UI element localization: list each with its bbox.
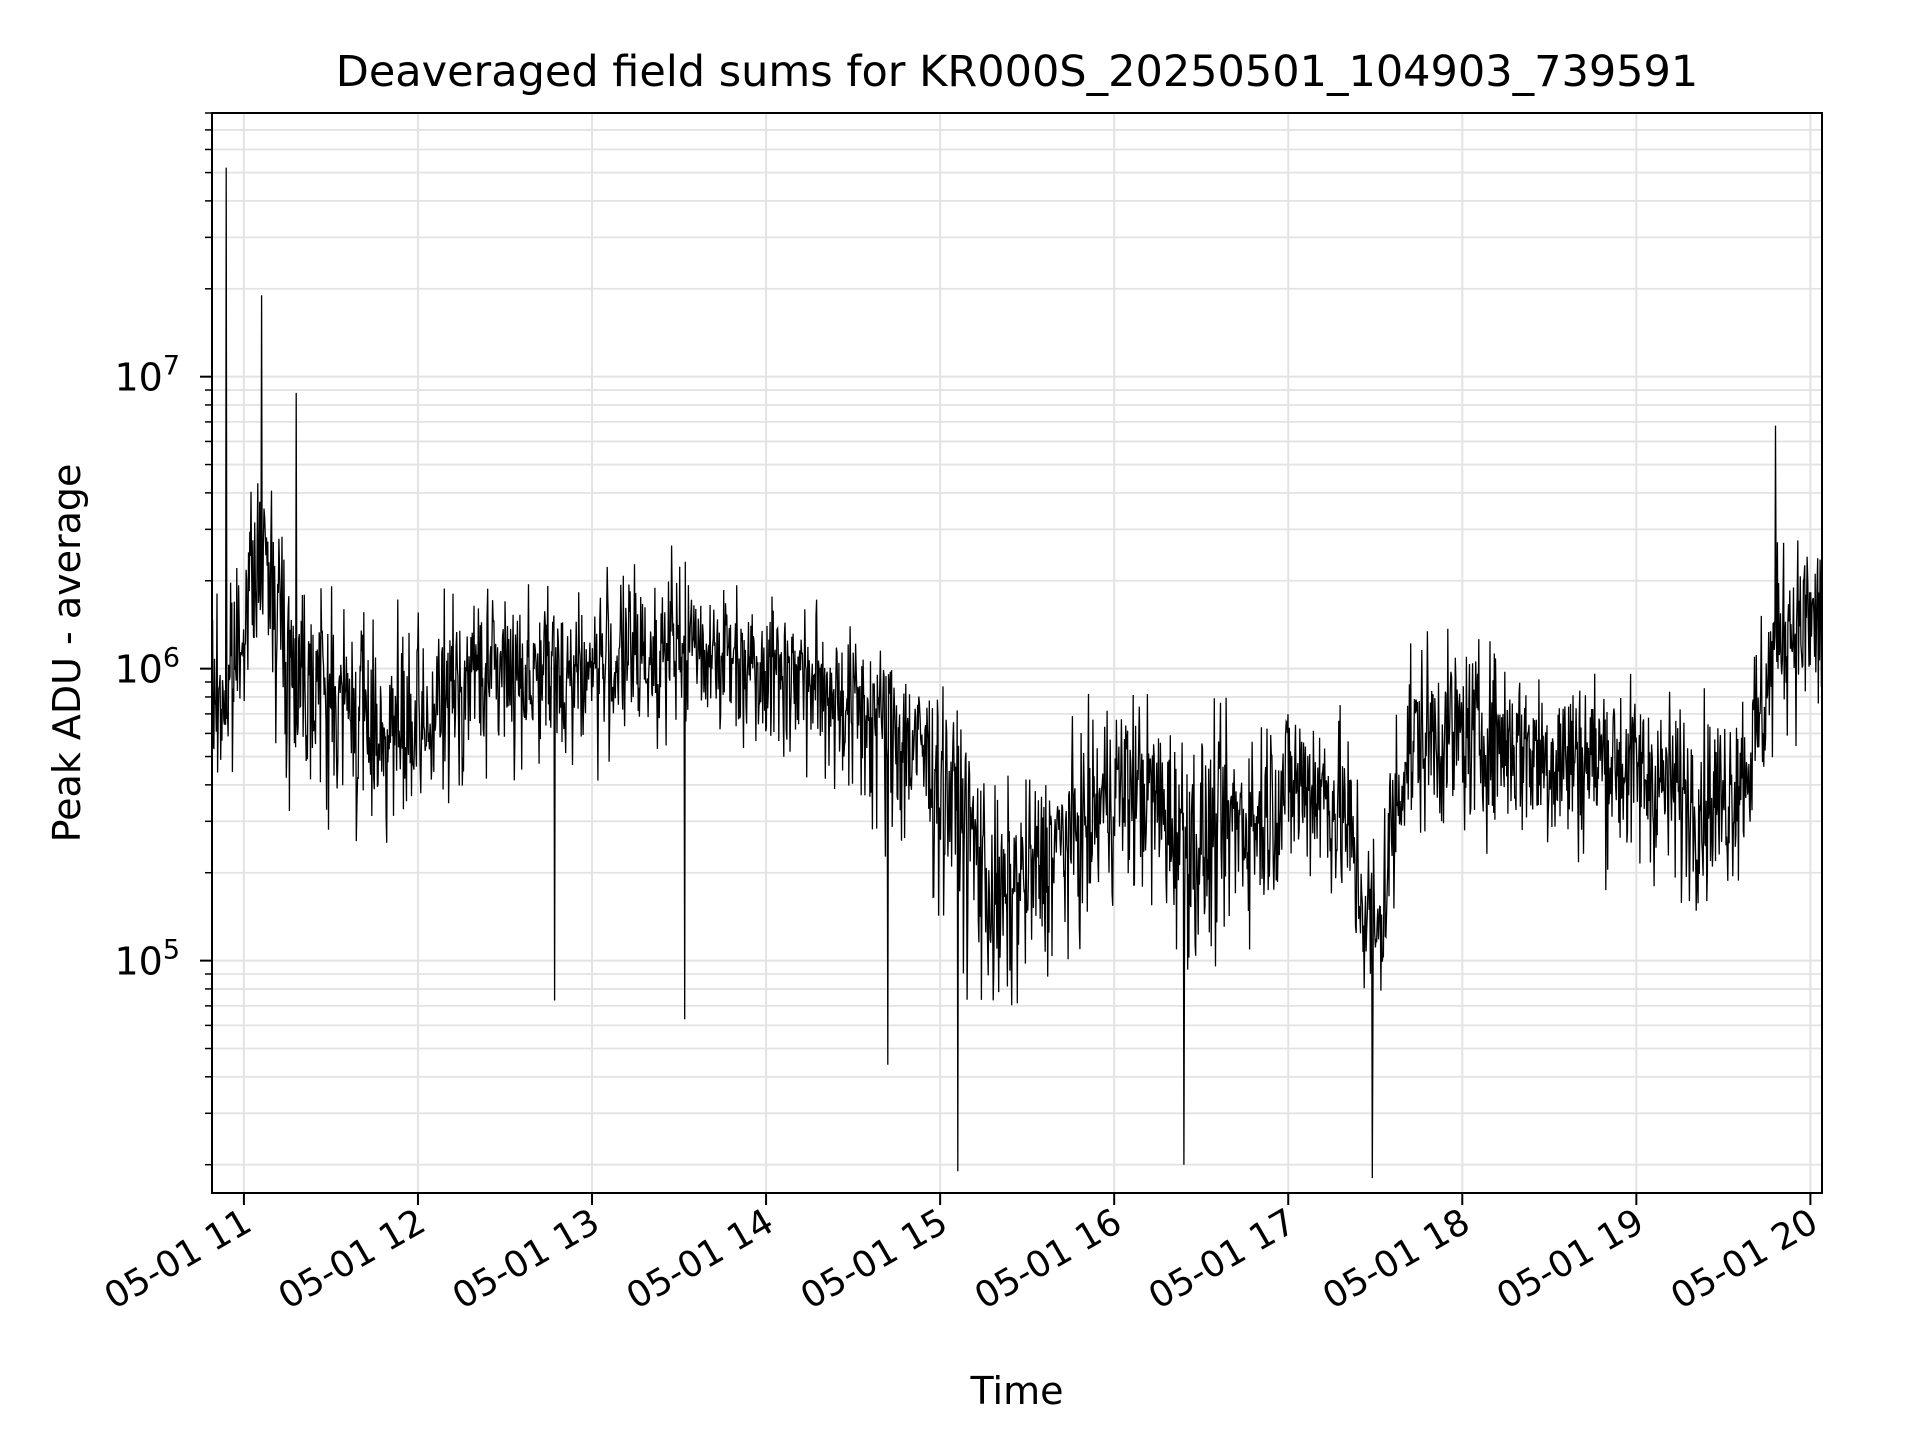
data-series — [211, 167, 1823, 1179]
y-tick-label: 107 — [114, 351, 180, 400]
chart-title: Deaveraged field sums for KR000S_2025050… — [336, 47, 1699, 97]
y-axis-label: Peak ADU - average — [45, 464, 89, 843]
y-tick-label: 105 — [114, 935, 180, 984]
y-tick-label: 106 — [114, 643, 180, 692]
plot-frame — [211, 112, 1823, 1194]
x-axis-label: Time — [970, 1369, 1064, 1413]
series-line — [211, 167, 1823, 1179]
